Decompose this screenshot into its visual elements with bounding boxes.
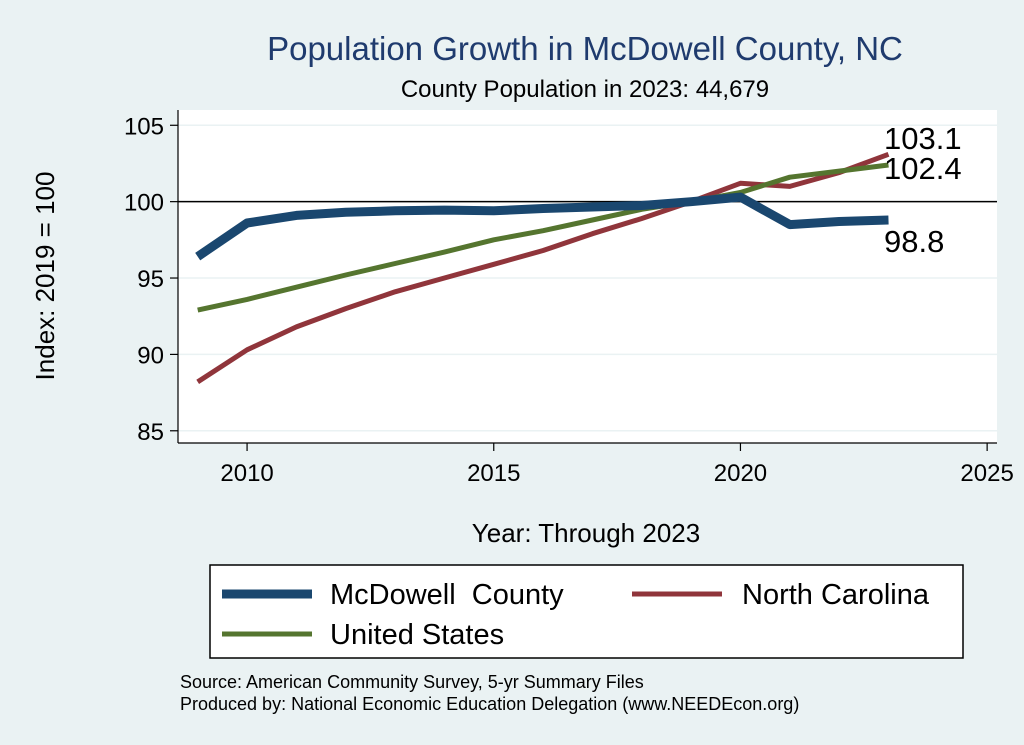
- chart-title: Population Growth in McDowell County, NC: [267, 30, 903, 67]
- x-tick-label-2020: 2020: [714, 460, 767, 487]
- x-axis-label: Year: Through 2023: [472, 518, 700, 548]
- y-tick-label-100: 100: [124, 190, 164, 217]
- series-line-0: [195, 192, 889, 261]
- legend-label-1: North Carolina: [742, 579, 930, 611]
- end-label-2: 102.4: [884, 151, 962, 186]
- producer-note: Produced by: National Economic Education…: [180, 694, 799, 714]
- x-tick-label-2010: 2010: [220, 460, 273, 487]
- y-axis-ticks: 85 90 95 100 105: [124, 113, 178, 446]
- source-note: Source: American Community Survey, 5-yr …: [180, 672, 644, 692]
- legend-box: [209, 564, 964, 659]
- x-tick-label-2015: 2015: [467, 460, 520, 487]
- y-tick-label-85: 85: [137, 419, 164, 446]
- series-line-2: [197, 162, 889, 313]
- end-label-1: 103.1: [884, 121, 962, 156]
- legend-label-2: United States: [330, 619, 504, 651]
- legend-label-0: McDowell County: [330, 579, 564, 611]
- series-lines: [195, 151, 890, 384]
- chart-subtitle: County Population in 2023: 44,679: [401, 76, 769, 103]
- x-tick-label-2025: 2025: [960, 460, 1013, 487]
- y-axis-label: Index: 2019 = 100: [30, 172, 60, 381]
- y-tick-label-90: 90: [137, 342, 164, 369]
- y-tick-label-105: 105: [124, 113, 164, 140]
- y-tick-label-95: 95: [137, 266, 164, 293]
- legend: McDowell County North Carolina United Stat…: [222, 579, 930, 651]
- x-axis-ticks: 2010 2015 2020 2025: [220, 443, 1014, 487]
- series-line-1: [196, 151, 890, 384]
- end-label-0: 98.8: [884, 224, 944, 259]
